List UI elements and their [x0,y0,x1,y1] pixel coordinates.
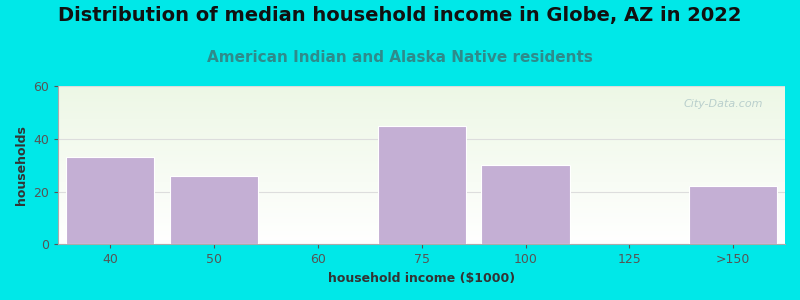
Bar [482,165,570,244]
Bar [689,186,778,244]
Text: Distribution of median household income in Globe, AZ in 2022: Distribution of median household income … [58,6,742,25]
Text: American Indian and Alaska Native residents: American Indian and Alaska Native reside… [207,50,593,64]
Bar [66,157,154,244]
Y-axis label: households: households [15,125,28,205]
X-axis label: household income ($1000): household income ($1000) [328,272,515,285]
Text: City-Data.com: City-Data.com [684,99,763,109]
Bar [378,126,466,244]
Bar [170,176,258,244]
